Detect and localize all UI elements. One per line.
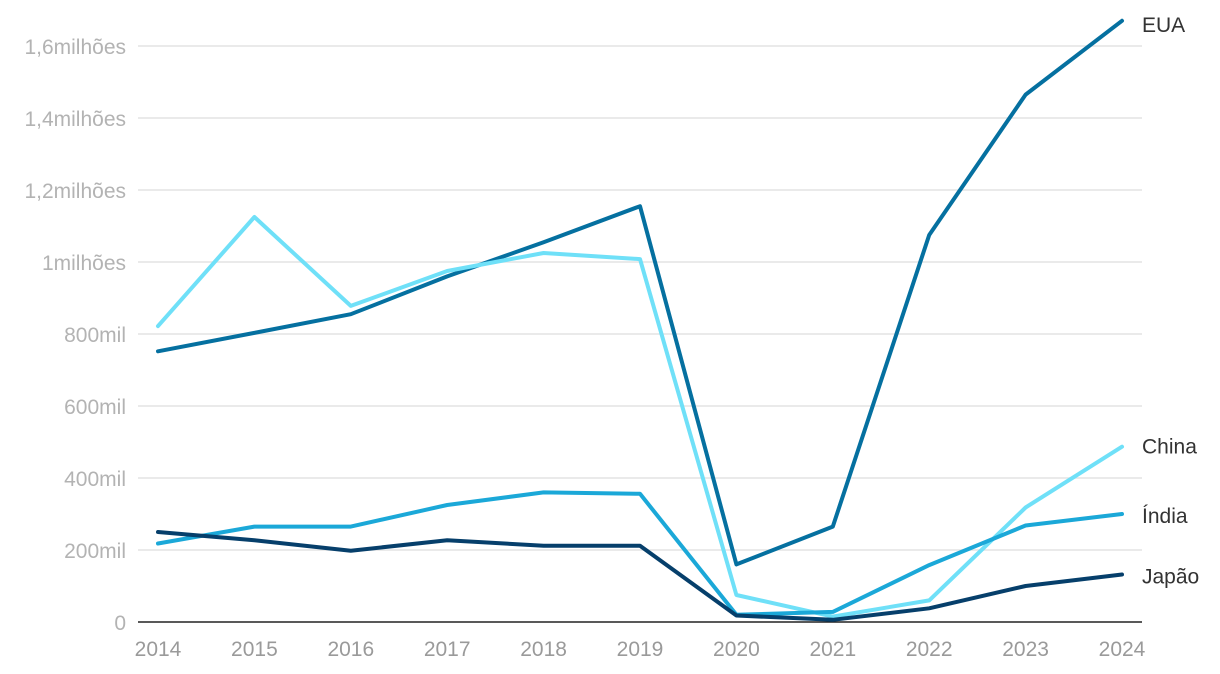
series-label: Japão [1142,565,1199,588]
gridlines [138,45,1142,623]
series-end-labels: EUA China Índia Japão [1142,14,1199,589]
y-tick-label: 800mil [64,324,126,347]
x-axis-tick-labels: 2014 2015 2016 2017 2018 2019 2020 2021 2022 2023… [135,638,1146,661]
y-tick-label: 1milhões [42,252,126,275]
series-lines [156,18,1124,622]
series-label: Índia [1142,505,1188,528]
y-tick-label: 600mil [64,396,126,419]
x-tick-label: 2024 [1099,638,1146,661]
x-tick-label: 2018 [520,638,567,661]
y-axis-tick-labels: 0 200mil 400mil 600mil 800mil 1milhões 1,2milh… [24,36,126,635]
series-label: EUA [1142,14,1185,37]
y-tick-label: 1,6milhões [24,36,126,59]
y-tick-label: 0 [114,612,126,635]
series-line-japão [156,530,1124,622]
x-tick-label: 2019 [617,638,664,661]
series-line-china [156,215,1124,619]
y-tick-label: 400mil [64,468,126,491]
series-label: China [1142,436,1197,459]
x-tick-label: 2015 [231,638,278,661]
series-line-índia [156,490,1124,617]
x-tick-label: 2014 [135,638,182,661]
series-line-eua [156,18,1124,567]
x-tick-label: 2022 [906,638,953,661]
x-tick-label: 2017 [424,638,471,661]
x-tick-label: 2023 [1002,638,1049,661]
x-tick-label: 2020 [713,638,760,661]
y-tick-label: 1,4milhões [24,108,126,131]
y-tick-label: 200mil [64,540,126,563]
x-tick-label: 2016 [327,638,374,661]
y-tick-label: 1,2milhões [24,180,126,203]
x-tick-label: 2021 [809,638,856,661]
